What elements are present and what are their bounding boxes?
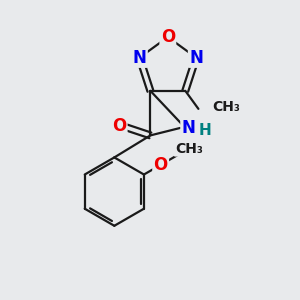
Text: N: N [133,49,146,67]
Text: O: O [112,118,126,136]
Text: N: N [182,119,195,137]
Text: CH₃: CH₃ [212,100,240,114]
Text: H: H [199,123,211,138]
Text: O: O [154,156,168,174]
Text: N: N [189,49,203,67]
Text: O: O [161,28,175,46]
Text: CH₃: CH₃ [175,142,203,155]
